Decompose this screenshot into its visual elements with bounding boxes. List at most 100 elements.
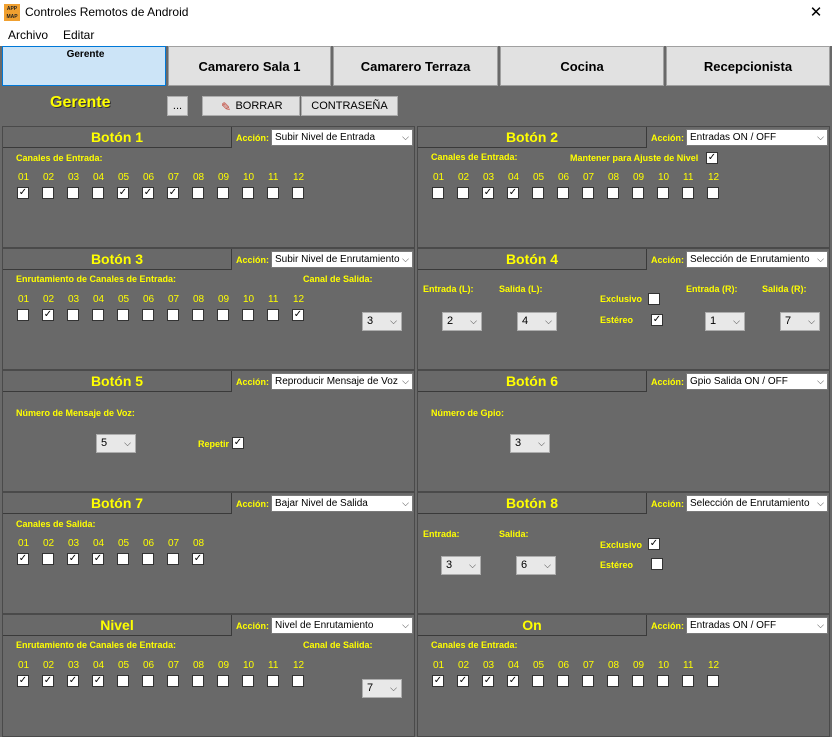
channel-checkbox[interactable]: [142, 675, 154, 687]
delete-button[interactable]: ✎ BORRAR: [202, 96, 300, 116]
channel-checkbox[interactable]: [707, 187, 719, 199]
channel-checkbox[interactable]: [242, 675, 254, 687]
output-channel-select[interactable]: 3 ⌵: [362, 312, 402, 331]
channel-checkbox[interactable]: [582, 675, 594, 687]
more-button[interactable]: ...: [167, 96, 188, 116]
action-select[interactable]: Reproducir Mensaje de Voz ⌵: [271, 373, 413, 390]
channel-checkbox[interactable]: [17, 309, 29, 321]
channel-checkbox[interactable]: ✓: [167, 187, 179, 199]
channel-checkbox[interactable]: ✓: [507, 187, 519, 199]
gpio-select[interactable]: 3 ⌵: [510, 434, 550, 453]
channel-checkbox[interactable]: [67, 309, 79, 321]
channel-checkbox[interactable]: [267, 187, 279, 199]
channel-checkbox[interactable]: ✓: [92, 553, 104, 565]
stereo-checkbox[interactable]: ✓: [651, 314, 663, 326]
channel-checkbox[interactable]: [242, 309, 254, 321]
channel-checkbox[interactable]: [117, 553, 129, 565]
channel-checkbox[interactable]: [217, 675, 229, 687]
channel-checkbox[interactable]: ✓: [432, 675, 444, 687]
channel-checkbox[interactable]: [267, 675, 279, 687]
input-r-select[interactable]: 1 ⌵: [705, 312, 745, 331]
channel-checkbox[interactable]: [92, 187, 104, 199]
channel-checkbox[interactable]: ✓: [17, 187, 29, 199]
channel-checkbox[interactable]: [267, 309, 279, 321]
channel-checkbox[interactable]: ✓: [17, 553, 29, 565]
channel-checkbox[interactable]: ✓: [482, 187, 494, 199]
action-select[interactable]: Nivel de Enrutamiento ⌵: [271, 617, 413, 634]
exclusive-checkbox[interactable]: ✓: [648, 538, 660, 550]
channel-checkbox[interactable]: ✓: [42, 309, 54, 321]
channel-checkbox[interactable]: [167, 553, 179, 565]
channel-checkbox[interactable]: [557, 675, 569, 687]
channel-checkbox[interactable]: ✓: [17, 675, 29, 687]
output-l-select[interactable]: 4 ⌵: [517, 312, 557, 331]
action-select[interactable]: Entradas ON / OFF ⌵: [686, 617, 828, 634]
channel-checkbox[interactable]: [192, 187, 204, 199]
channel-checkbox[interactable]: [557, 187, 569, 199]
output-select[interactable]: 6 ⌵: [516, 556, 556, 575]
menu-editar[interactable]: Editar: [63, 28, 95, 42]
input-l-select[interactable]: 2 ⌵: [442, 312, 482, 331]
channel-checkbox[interactable]: [167, 675, 179, 687]
output-channel-select[interactable]: 7 ⌵: [362, 679, 402, 698]
channel-checkbox[interactable]: ✓: [457, 675, 469, 687]
action-select[interactable]: Subir Nivel de Entrada ⌵: [271, 129, 413, 146]
action-select[interactable]: Gpio Salida ON / OFF ⌵: [686, 373, 828, 390]
exclusive-checkbox[interactable]: [648, 293, 660, 305]
input-select[interactable]: 3 ⌵: [441, 556, 481, 575]
channel-checkbox[interactable]: [607, 675, 619, 687]
menu-archivo[interactable]: Archivo: [8, 28, 49, 42]
channel-checkbox[interactable]: ✓: [117, 187, 129, 199]
tab-gerente[interactable]: Gerente: [2, 46, 166, 86]
channel-checkbox[interactable]: ✓: [92, 675, 104, 687]
channel-checkbox[interactable]: [707, 675, 719, 687]
channel-checkbox[interactable]: [632, 675, 644, 687]
action-select[interactable]: Selección de Enrutamiento ⌵: [686, 495, 828, 512]
channel-checkbox[interactable]: [657, 187, 669, 199]
channel-checkbox[interactable]: [242, 187, 254, 199]
channel-checkbox[interactable]: [117, 675, 129, 687]
password-button[interactable]: CONTRASEÑA: [301, 96, 398, 116]
voice-message-select[interactable]: 5 ⌵: [96, 434, 136, 453]
channel-checkbox[interactable]: [42, 553, 54, 565]
channel-checkbox[interactable]: [42, 187, 54, 199]
channel-checkbox[interactable]: [632, 187, 644, 199]
channel-checkbox[interactable]: [292, 187, 304, 199]
channel-checkbox[interactable]: [142, 553, 154, 565]
tab-cocina[interactable]: Cocina: [500, 46, 664, 86]
channel-checkbox[interactable]: [292, 675, 304, 687]
channel-checkbox[interactable]: [432, 187, 444, 199]
channel-checkbox[interactable]: [532, 187, 544, 199]
channel-checkbox[interactable]: [682, 675, 694, 687]
close-button[interactable]: ✕: [809, 4, 823, 21]
channel-checkbox[interactable]: ✓: [142, 187, 154, 199]
action-select[interactable]: Entradas ON / OFF ⌵: [686, 129, 828, 146]
channel-checkbox[interactable]: ✓: [67, 675, 79, 687]
channel-checkbox[interactable]: [117, 309, 129, 321]
channel-checkbox[interactable]: [532, 675, 544, 687]
tab-camarero-sala-1[interactable]: Camarero Sala 1: [168, 46, 331, 86]
channel-checkbox[interactable]: [682, 187, 694, 199]
channel-checkbox[interactable]: [67, 187, 79, 199]
channel-checkbox[interactable]: [192, 309, 204, 321]
channel-checkbox[interactable]: [192, 675, 204, 687]
stereo-checkbox[interactable]: [651, 558, 663, 570]
tab-recepcionista[interactable]: Recepcionista: [666, 46, 830, 86]
channel-checkbox[interactable]: [217, 187, 229, 199]
channel-checkbox[interactable]: ✓: [482, 675, 494, 687]
hold-checkbox[interactable]: ✓: [706, 152, 718, 164]
channel-checkbox[interactable]: ✓: [507, 675, 519, 687]
action-select[interactable]: Selección de Enrutamiento ⌵: [686, 251, 828, 268]
action-select[interactable]: Bajar Nivel de Salida ⌵: [271, 495, 413, 512]
channel-checkbox[interactable]: ✓: [42, 675, 54, 687]
channel-checkbox[interactable]: ✓: [292, 309, 304, 321]
channel-checkbox[interactable]: [142, 309, 154, 321]
channel-checkbox[interactable]: [607, 187, 619, 199]
channel-checkbox[interactable]: [657, 675, 669, 687]
channel-checkbox[interactable]: [92, 309, 104, 321]
channel-checkbox[interactable]: [582, 187, 594, 199]
output-r-select[interactable]: 7 ⌵: [780, 312, 820, 331]
channel-checkbox[interactable]: [167, 309, 179, 321]
action-select[interactable]: Subir Nivel de Enrutamiento ⌵: [271, 251, 413, 268]
repeat-checkbox[interactable]: ✓: [232, 437, 244, 449]
